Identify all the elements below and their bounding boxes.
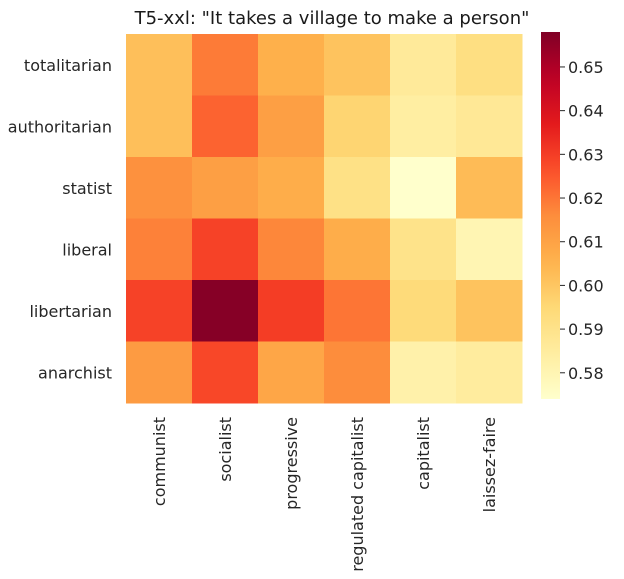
heatmap-cell-statist-communist: [126, 157, 193, 219]
colorbar-tick-label: 0.65: [568, 58, 604, 77]
heatmap-cell-statist-regulated-capitalist: [324, 157, 391, 219]
heatmap-cell-totalitarian-socialist: [192, 34, 259, 96]
heatmap-cell-authoritarian-regulated-capitalist: [324, 95, 391, 158]
colorbar-tick-label: 0.60: [568, 276, 604, 295]
chart-title: T5-xxl: "It takes a village to make a pe…: [134, 8, 530, 29]
colorbar-tick-label: 0.64: [568, 102, 604, 121]
heatmap-cell-libertarian-laissez-faire: [456, 280, 523, 342]
heatmap-cell-totalitarian-progressive: [258, 34, 325, 96]
heatmap-cell-libertarian-capitalist: [390, 280, 457, 342]
heatmap-cell-liberal-communist: [126, 218, 193, 281]
heatmap-cell-authoritarian-capitalist: [390, 95, 457, 158]
heatmap-cell-authoritarian-laissez-faire: [456, 95, 523, 158]
heatmap-cell-totalitarian-communist: [126, 34, 193, 96]
colorbar: 0.58 0.59 0.60 0.61 0.62 0.63 0.64 0.65: [541, 32, 604, 399]
heatmap-cell-anarchist-progressive: [258, 341, 325, 404]
colorbar-tick-label: 0.58: [568, 364, 604, 383]
x-tick-label: capitalist: [414, 417, 433, 490]
heatmap-cell-totalitarian-laissez-faire: [456, 34, 523, 96]
heatmap-cell-liberal-socialist: [192, 218, 259, 281]
heatmap-cell-libertarian-progressive: [258, 280, 325, 342]
x-tick-label: communist: [150, 417, 169, 506]
y-tick-label: totalitarian: [24, 56, 112, 75]
heatmap-cell-authoritarian-socialist: [192, 95, 259, 158]
heatmap-cell-liberal-progressive: [258, 218, 325, 281]
heatmap-cell-libertarian-regulated-capitalist: [324, 280, 391, 342]
y-tick-label: statist: [62, 179, 112, 198]
heatmap-cell-authoritarian-communist: [126, 95, 193, 158]
y-tick-label: liberal: [62, 240, 112, 259]
colorbar-tick-label: 0.62: [568, 189, 604, 208]
heatmap-cell-statist-progressive: [258, 157, 325, 219]
heatmap-cell-authoritarian-progressive: [258, 95, 325, 158]
heatmap-cell-anarchist-regulated-capitalist: [324, 341, 391, 404]
heatmap-cell-anarchist-socialist: [192, 341, 259, 404]
colorbar-gradient: [541, 32, 560, 399]
heatmap-cell-anarchist-communist: [126, 341, 193, 404]
x-tick-label: regulated capitalist: [348, 417, 367, 572]
colorbar-tick-label: 0.61: [568, 233, 604, 252]
heatmap-cell-libertarian-communist: [126, 280, 193, 342]
x-axis-ticks: communist socialist progressive regulated c…: [150, 417, 499, 572]
heatmap-cell-liberal-capitalist: [390, 218, 457, 281]
y-axis-ticks: totalitarian authoritarian statist liberal l…: [8, 56, 112, 383]
heatmap-cell-anarchist-capitalist: [390, 341, 457, 404]
y-tick-label: libertarian: [29, 302, 112, 321]
heatmap-cell-anarchist-laissez-faire: [456, 341, 523, 404]
y-tick-label: authoritarian: [8, 117, 112, 136]
colorbar-tick-label: 0.63: [568, 145, 604, 164]
x-tick-label: socialist: [216, 417, 235, 482]
heatmap-cell-statist-capitalist: [390, 157, 457, 219]
x-tick-label: progressive: [282, 417, 301, 510]
heatmap-cell-liberal-regulated-capitalist: [324, 218, 391, 281]
heatmap-cell-libertarian-socialist: [192, 280, 259, 342]
heatmap-cells: [126, 34, 523, 404]
heatmap-cell-totalitarian-regulated-capitalist: [324, 34, 391, 96]
heatmap-cell-statist-socialist: [192, 157, 259, 219]
y-tick-label: anarchist: [38, 363, 112, 382]
colorbar-tick-label: 0.59: [568, 320, 604, 339]
heatmap-cell-liberal-laissez-faire: [456, 218, 523, 281]
x-tick-label: laissez-faire: [480, 417, 499, 512]
heatmap-cell-totalitarian-capitalist: [390, 34, 457, 96]
heatmap-cell-statist-laissez-faire: [456, 157, 523, 219]
